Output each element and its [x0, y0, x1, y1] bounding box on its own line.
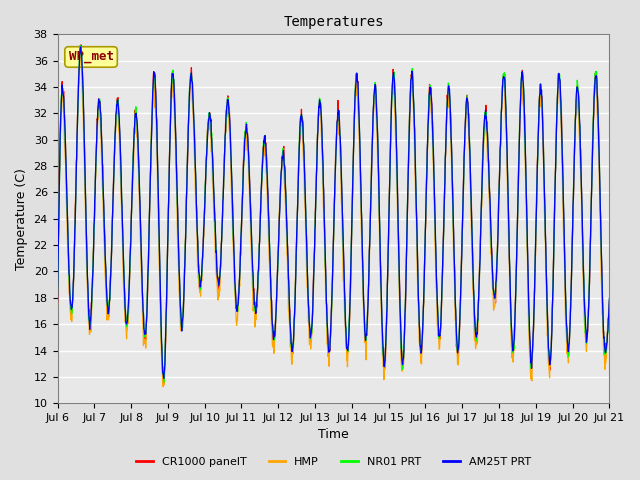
Y-axis label: Temperature (C): Temperature (C) — [15, 168, 28, 270]
Title: Temperatures: Temperatures — [284, 15, 384, 29]
Legend: CR1000 panelT, HMP, NR01 PRT, AM25T PRT: CR1000 panelT, HMP, NR01 PRT, AM25T PRT — [132, 453, 535, 471]
X-axis label: Time: Time — [318, 429, 349, 442]
Text: WP_met: WP_met — [68, 50, 113, 63]
